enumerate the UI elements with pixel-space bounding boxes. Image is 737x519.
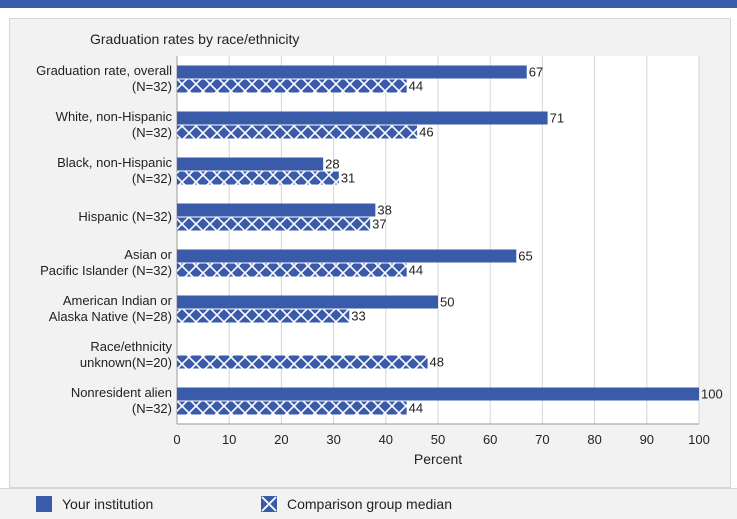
x-tick-label: 80 <box>587 432 601 447</box>
bar-comparison-median <box>177 79 407 93</box>
data-label: 33 <box>351 309 365 324</box>
legend: Your institution Comparison group median <box>0 488 737 519</box>
legend-swatch-crosshatch <box>261 496 277 512</box>
legend-swatch-solid <box>36 496 52 512</box>
data-label: 31 <box>341 171 355 186</box>
bar-your-institution <box>177 295 438 309</box>
bar-your-institution <box>177 111 548 125</box>
data-label: 44 <box>409 263 423 278</box>
category-label: Pacific Islander (N=32) <box>40 263 172 278</box>
category-label: Black, non-Hispanic <box>57 155 172 170</box>
category-label: (N=32) <box>132 125 172 140</box>
category-label: White, non-Hispanic <box>56 109 173 124</box>
bar-your-institution <box>177 249 517 263</box>
data-label: 65 <box>518 249 532 264</box>
legend-label: Your institution <box>62 496 154 512</box>
data-label: 37 <box>372 217 386 232</box>
bar-comparison-median <box>177 309 350 323</box>
category-label: Asian or <box>124 247 172 262</box>
data-label: 100 <box>701 387 723 402</box>
data-label: 44 <box>409 79 423 94</box>
top-rule <box>0 0 737 8</box>
bar-comparison-median <box>177 171 339 185</box>
category-label: unknown(N=20) <box>80 355 172 370</box>
legend-label: Comparison group median <box>287 496 452 512</box>
category-label: Race/ethnicity <box>90 339 172 354</box>
data-label: 67 <box>529 65 543 80</box>
x-tick-label: 10 <box>222 432 236 447</box>
data-label: 44 <box>409 401 423 416</box>
category-label: (N=32) <box>132 79 172 94</box>
bar-your-institution <box>177 65 527 79</box>
data-label: 50 <box>440 295 454 310</box>
bar-your-institution <box>177 387 699 401</box>
data-label: 71 <box>550 111 564 126</box>
data-label: 28 <box>325 157 339 172</box>
bar-chart: 0 10 20 30 40 50 60 70 80 90 100 Percent Graduation … <box>36 56 723 467</box>
category-label: (N=32) <box>132 171 172 186</box>
category-label: Hispanic (N=32) <box>78 209 172 224</box>
x-tick-label: 50 <box>431 432 445 447</box>
x-tick-label: 30 <box>326 432 340 447</box>
x-tick-label: 40 <box>379 432 393 447</box>
category-label: Graduation rate, overall <box>36 63 172 78</box>
bar-comparison-median <box>177 355 428 369</box>
x-tick-label: 20 <box>274 432 288 447</box>
data-label: 48 <box>430 355 444 370</box>
bar-comparison-median <box>177 263 407 277</box>
category-label: American Indian or <box>63 293 173 308</box>
x-tick-label: 60 <box>483 432 497 447</box>
bar-your-institution <box>177 157 324 171</box>
bar-comparison-median <box>177 401 407 415</box>
x-tick-label: 90 <box>640 432 654 447</box>
x-tick-label: 70 <box>535 432 549 447</box>
category-label: (N=32) <box>132 401 172 416</box>
x-axis-label: Percent <box>414 451 462 467</box>
chart-title: Graduation rates by race/ethnicity <box>90 31 300 47</box>
category-label: Nonresident alien <box>71 385 172 400</box>
category-label: Alaska Native (N=28) <box>49 309 172 324</box>
bar-your-institution <box>177 203 376 217</box>
data-label: 38 <box>377 203 391 218</box>
x-tick-label: 100 <box>688 432 710 447</box>
data-label: 46 <box>419 125 433 140</box>
x-tick-label: 0 <box>173 432 180 447</box>
bar-comparison-median <box>177 217 371 231</box>
bar-comparison-median <box>177 125 418 139</box>
